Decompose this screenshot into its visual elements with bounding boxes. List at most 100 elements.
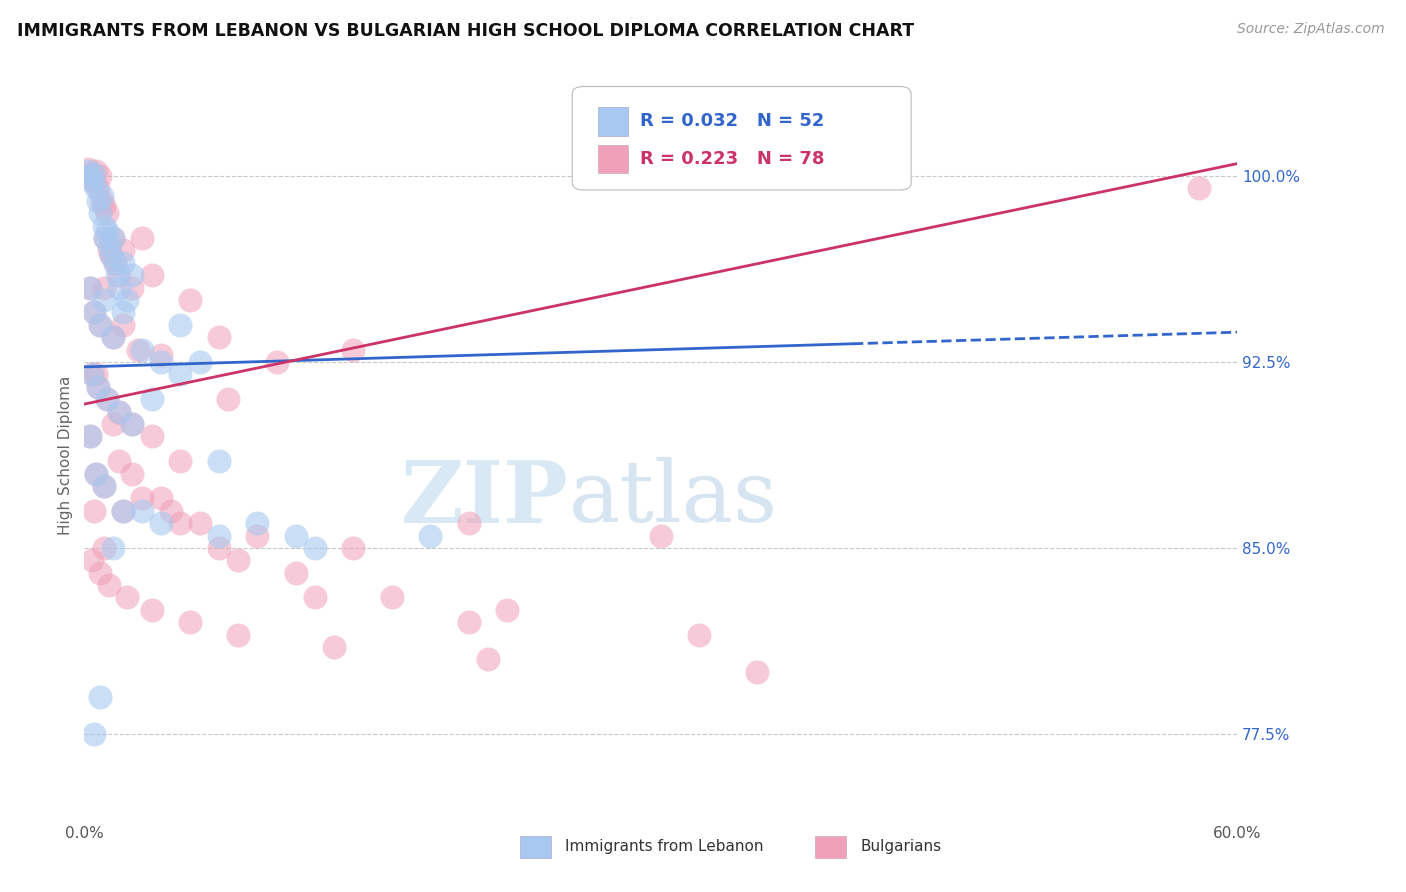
Point [96, 392, 118, 406]
Text: atlas: atlas [568, 458, 778, 541]
Point [188, 516, 211, 530]
Point [103, 541, 124, 555]
Point [98, 578, 121, 592]
Point [477, 652, 499, 666]
Point [93, 199, 115, 213]
Y-axis label: High School Diploma: High School Diploma [58, 376, 73, 534]
Point [87, 194, 110, 208]
Point [419, 528, 441, 542]
Point [108, 404, 131, 418]
Point [108, 404, 131, 418]
Point [83, 174, 105, 188]
Point [103, 417, 124, 431]
Point [80, 553, 103, 567]
Point [121, 268, 143, 282]
Point [111, 244, 134, 258]
Point [496, 603, 519, 617]
Point [169, 454, 191, 468]
Point [169, 516, 191, 530]
Point [169, 368, 191, 382]
Point [1188, 181, 1211, 195]
Point [79, 429, 101, 443]
Point [323, 640, 346, 654]
Point [96, 392, 118, 406]
Point [121, 280, 143, 294]
Text: IMMIGRANTS FROM LEBANON VS BULGARIAN HIGH SCHOOL DIPLOMA CORRELATION CHART: IMMIGRANTS FROM LEBANON VS BULGARIAN HIG… [17, 22, 914, 40]
Point [457, 516, 479, 530]
Point [115, 293, 138, 307]
Point [688, 628, 710, 642]
Text: R = 0.032   N = 52: R = 0.032 N = 52 [640, 112, 824, 130]
Point [111, 504, 134, 518]
Point [103, 330, 124, 344]
Point [218, 392, 240, 406]
Point [89, 206, 111, 220]
Point [141, 392, 163, 406]
Point [111, 256, 134, 270]
Point [94, 231, 117, 245]
Point [131, 231, 153, 245]
Point [169, 318, 191, 332]
Point [150, 355, 173, 369]
Point [208, 541, 231, 555]
Point [83, 504, 105, 518]
Point [246, 528, 269, 542]
Point [121, 467, 143, 481]
Point [83, 305, 105, 319]
Point [104, 256, 127, 270]
Point [121, 417, 143, 431]
Point [100, 248, 122, 262]
Point [84, 368, 107, 382]
Point [304, 541, 326, 555]
Point [83, 727, 105, 741]
Point [80, 169, 103, 183]
Point [108, 454, 131, 468]
Point [745, 665, 768, 679]
Point [93, 219, 115, 233]
Text: Immigrants from Lebanon: Immigrants from Lebanon [565, 839, 763, 855]
Point [208, 330, 231, 344]
Point [79, 167, 101, 181]
Point [342, 343, 364, 357]
Point [79, 169, 101, 183]
Point [131, 504, 153, 518]
Point [304, 591, 326, 605]
Point [87, 380, 110, 394]
Point [93, 479, 115, 493]
Point [89, 318, 111, 332]
Point [127, 343, 149, 357]
Point [208, 454, 231, 468]
Point [179, 615, 201, 630]
Point [179, 293, 201, 307]
Point [90, 189, 112, 203]
Point [89, 169, 111, 183]
Point [160, 504, 183, 518]
Point [150, 516, 173, 530]
Point [342, 541, 364, 555]
Point [89, 690, 111, 704]
Text: R = 0.223   N = 78: R = 0.223 N = 78 [640, 150, 824, 168]
Point [84, 467, 107, 481]
Point [77, 164, 100, 178]
Point [100, 248, 122, 262]
Point [89, 318, 111, 332]
Point [141, 429, 163, 443]
Point [266, 355, 288, 369]
Text: Source: ZipAtlas.com: Source: ZipAtlas.com [1237, 22, 1385, 37]
Point [87, 181, 110, 195]
Point [131, 491, 153, 506]
Point [93, 541, 115, 555]
Point [90, 194, 112, 208]
Point [103, 231, 124, 245]
Point [104, 256, 127, 270]
Point [115, 591, 138, 605]
Point [103, 330, 124, 344]
Point [188, 355, 211, 369]
Point [84, 467, 107, 481]
Point [111, 504, 134, 518]
Point [93, 479, 115, 493]
Point [79, 280, 101, 294]
Point [77, 161, 100, 176]
Point [131, 343, 153, 357]
Point [111, 318, 134, 332]
